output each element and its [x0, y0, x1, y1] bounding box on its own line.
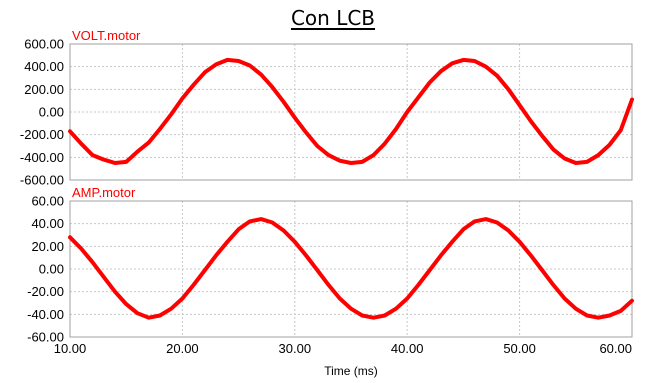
y-tick-label: 400.00	[24, 59, 64, 74]
y-tick-label: 0.00	[39, 105, 64, 120]
y-tick-label: 200.00	[24, 82, 64, 97]
y-tick-label: -600.00	[20, 173, 64, 188]
y-tick-label: -40.00	[27, 307, 64, 322]
y-tick-label: -20.00	[27, 284, 64, 299]
series-line-volt-motor	[68, 57, 634, 165]
plot-frame	[69, 43, 633, 181]
x-tick-label: 30.00	[279, 341, 312, 356]
plot-frame	[69, 200, 633, 338]
y-tick-label: 600.00	[24, 37, 64, 52]
y-tick-label: 60.00	[31, 194, 64, 209]
chart-panel-2: 60.00 40.00 20.00 0.00 -20.00 -40.00 -60.0010.…	[27, 185, 634, 378]
x-tick-label: 50.00	[503, 341, 536, 356]
panel-title: AMP.motor	[72, 185, 136, 200]
y-tick-label: -200.00	[20, 127, 64, 142]
y-tick-label: -400.00	[20, 150, 64, 165]
chart-title: Con LCB	[290, 6, 376, 30]
y-tick-label: 0.00	[39, 262, 64, 277]
y-tick-label: 20.00	[31, 239, 64, 254]
x-tick-label: 60.00	[599, 341, 632, 356]
x-tick-label: 20.00	[166, 341, 199, 356]
chart-panel-1: 600.00 400.00 200.00 0.00 -200.00 -400.00 -600…	[20, 28, 634, 188]
panel-title: VOLT.motor	[72, 28, 141, 43]
x-axis-title: Time (ms)	[324, 364, 378, 378]
y-tick-label: -60.00	[27, 330, 64, 345]
series-line-amp-motor	[68, 217, 634, 320]
x-tick-label: 40.00	[391, 341, 424, 356]
x-tick-label: 10.00	[54, 341, 87, 356]
y-tick-label: 40.00	[31, 216, 64, 231]
